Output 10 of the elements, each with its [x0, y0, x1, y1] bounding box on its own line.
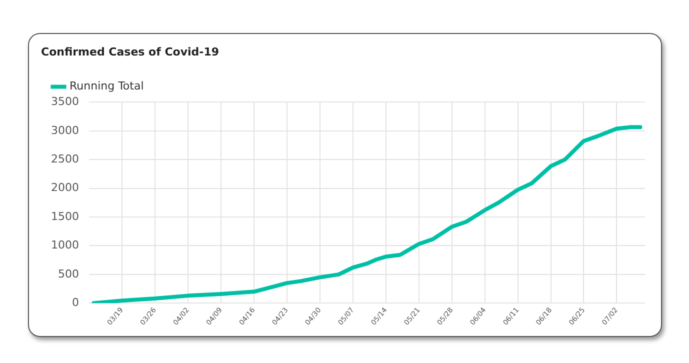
- y-tick-label: 2500: [50, 152, 79, 166]
- y-tick-label: 1000: [50, 238, 79, 252]
- y-tick-label: 3500: [50, 95, 79, 108]
- legend-label: Running Total: [70, 80, 144, 93]
- y-tick-label: 2000: [50, 181, 79, 194]
- y-tick-label: 500: [58, 267, 79, 280]
- y-tick-label: 3000: [50, 124, 79, 137]
- y-tick-label: 0: [72, 296, 79, 310]
- y-tick-label: 1500: [50, 210, 79, 223]
- chart-title: Confirmed Cases of Covid-19: [41, 45, 220, 58]
